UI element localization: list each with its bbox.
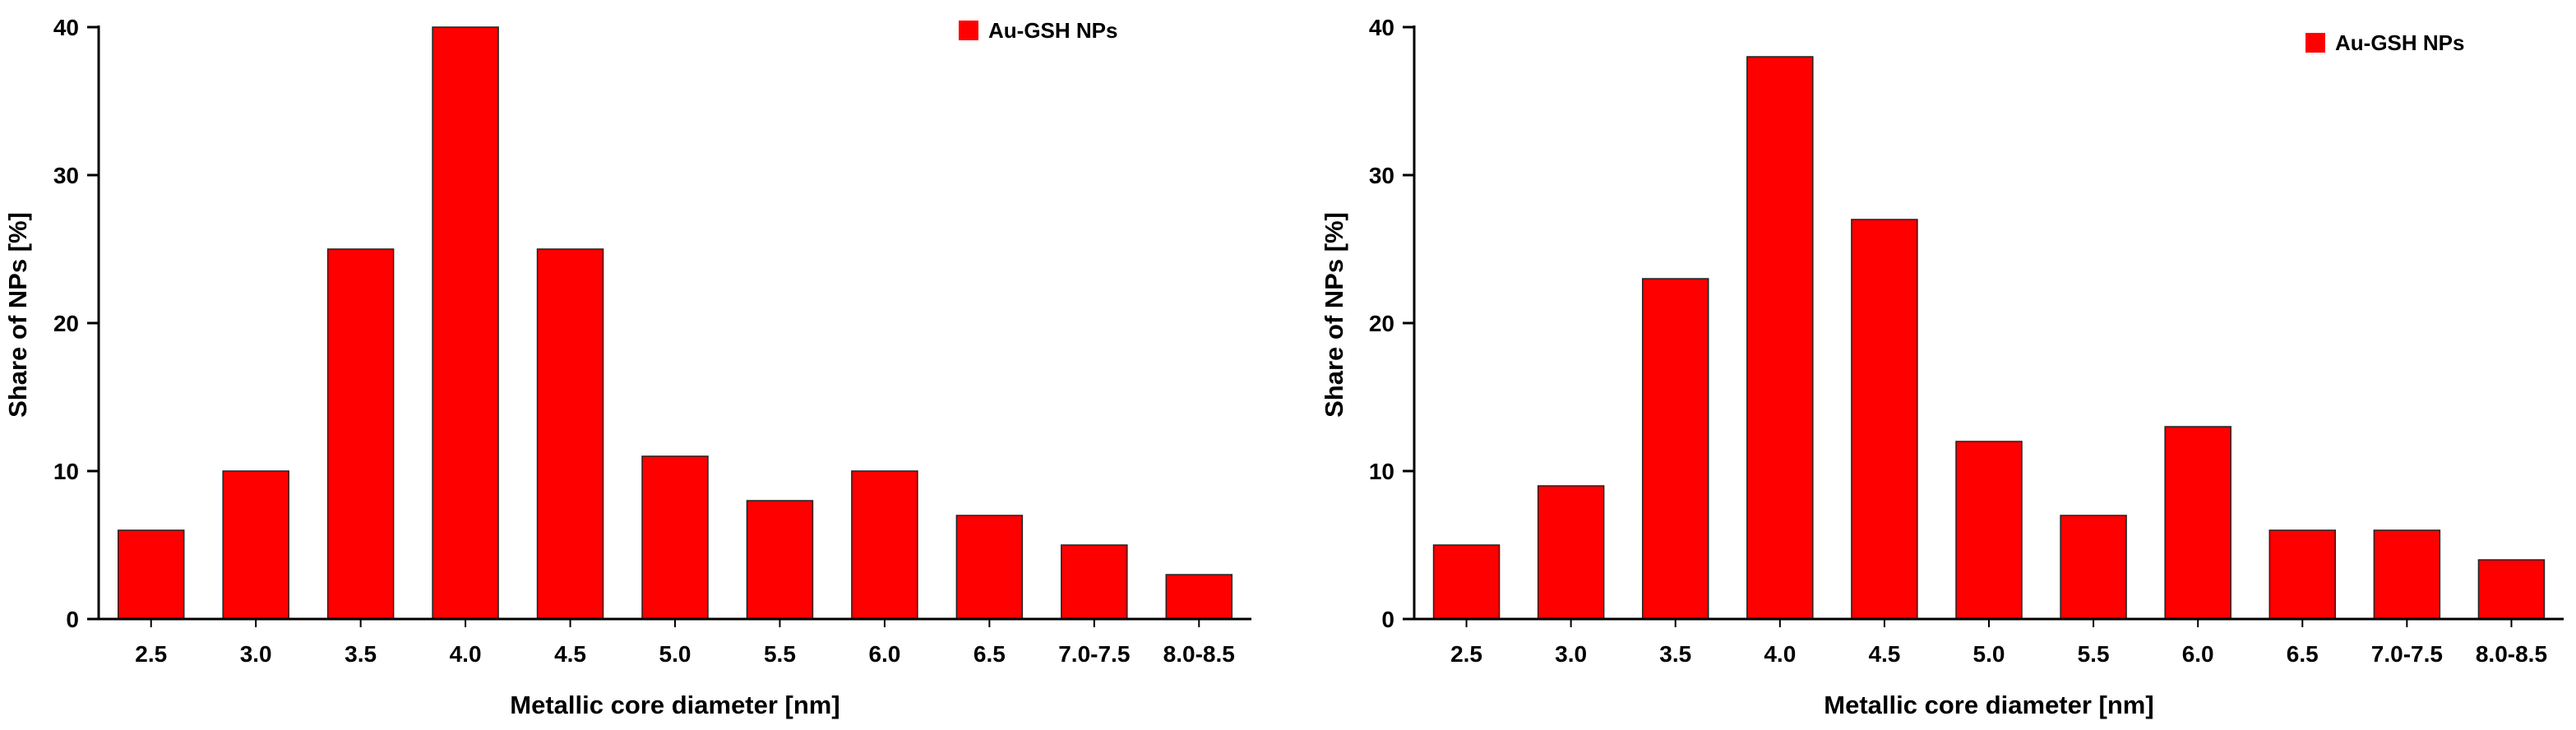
chart-1-y-tick-label-0: 0	[1381, 607, 1394, 632]
chart-1-x-tick-label-4: 4.5	[1868, 641, 1900, 667]
chart-1-bar-7	[2164, 426, 2231, 620]
chart-0-x-tick-label-10: 8.0-8.5	[1163, 641, 1235, 667]
chart-0-bar-6	[746, 500, 814, 620]
chart-0-y-tick-label-2: 20	[53, 311, 79, 336]
chart-1-x-tick-label-3: 4.0	[1764, 641, 1796, 667]
chart-1-x-tick-label-6: 5.5	[2078, 641, 2110, 667]
chart-0-x-tick-label-8: 6.5	[974, 641, 1006, 667]
chart-1-bar-2	[1641, 278, 1709, 620]
chart-0-y-tick-label-4: 40	[53, 15, 79, 40]
chart-1-x-axis-title: Metallic core diameter [nm]	[1824, 691, 2153, 719]
chart-0-x-tick-label-5: 5.0	[659, 641, 691, 667]
chart-0-x-tick-label-1: 3.0	[240, 641, 272, 667]
chart-0-bar-8	[955, 515, 1024, 620]
chart-1-legend-swatch	[2305, 33, 2325, 53]
chart-1-bar-0	[1432, 544, 1501, 620]
chart-1-x-tick-label-5: 5.0	[1973, 641, 2005, 667]
chart-1-legend-label: Au-GSH NPs	[2335, 30, 2464, 55]
right-bar-chart: 0 10 20 30 40 2.5 3.0 3.5 4.0 4.5 5.0 5.5 6.0 6.5 7.0-…	[1320, 15, 2564, 719]
chart-1-y-axis-title: Share of NPs [%]	[1320, 212, 1348, 418]
chart-0-x-tick-label-3: 4.0	[450, 641, 482, 667]
chart-0-x-tick-label-2: 3.5	[345, 641, 377, 667]
chart-1-bar-8	[2268, 529, 2337, 620]
chart-0-x-tick-label-4: 4.5	[554, 641, 586, 667]
chart-0-bar-7	[851, 470, 918, 620]
chart-1-y-tick-label-2: 20	[1369, 311, 1394, 336]
chart-1-bar-3	[1746, 56, 1814, 620]
chart-1-x-tick-label-9: 7.0-7.5	[2371, 641, 2443, 667]
chart-0-y-tick-label-1: 10	[53, 459, 79, 484]
left-bar-chart: 0 10 20 30 40 2.5 3.0 3.5 4.0 4.5 5.0 5.5 6.0 6.5 7.0-…	[3, 15, 1251, 719]
chart-0-legend-swatch	[959, 21, 978, 40]
chart-1-x-tick-label-2: 3.5	[1659, 641, 1691, 667]
chart-0-bar-0	[117, 529, 185, 620]
chart-0-y-tick-label-0: 0	[66, 607, 79, 632]
chart-0-x-tick-label-9: 7.0-7.5	[1058, 641, 1130, 667]
chart-0-bar-3	[432, 26, 499, 620]
chart-1-bar-6	[2060, 515, 2127, 620]
chart-1-y-tick-label-4: 40	[1369, 15, 1394, 40]
chart-0-x-tick-label-6: 5.5	[764, 641, 796, 667]
chart-0-bar-5	[641, 455, 709, 620]
chart-0-bar-9	[1061, 544, 1128, 620]
chart-1-x-tick-label-8: 6.5	[2287, 641, 2319, 667]
chart-1-bar-5	[1955, 441, 2023, 620]
chart-0-x-tick-label-0: 2.5	[135, 641, 167, 667]
chart-0-bar-2	[326, 248, 395, 620]
chart-0-y-tick-label-3: 30	[53, 163, 79, 188]
chart-1-y-tick-label-1: 10	[1369, 459, 1394, 484]
chart-1-bar-10	[2477, 559, 2546, 620]
chart-0-y-axis-title: Share of NPs [%]	[3, 212, 32, 418]
chart-1-x-tick-label-0: 2.5	[1450, 641, 1482, 667]
chart-1-x-tick-label-10: 8.0-8.5	[2476, 641, 2547, 667]
chart-1-x-tick-label-1: 3.0	[1555, 641, 1587, 667]
chart-0-legend-label: Au-GSH NPs	[988, 18, 1117, 43]
chart-0-bar-1	[222, 470, 289, 620]
chart-1-bar-1	[1537, 485, 1605, 620]
chart-1-y-tick-label-3: 30	[1369, 163, 1394, 188]
chart-0-x-axis-title: Metallic core diameter [nm]	[510, 691, 839, 719]
chart-0-bar-10	[1165, 574, 1233, 620]
chart-1-x-tick-label-7: 6.0	[2182, 641, 2214, 667]
chart-1-bar-4	[1851, 219, 1918, 620]
chart-0-x-tick-label-7: 6.0	[868, 641, 900, 667]
chart-1-bar-9	[2373, 529, 2441, 620]
chart-0-bar-4	[536, 248, 604, 620]
